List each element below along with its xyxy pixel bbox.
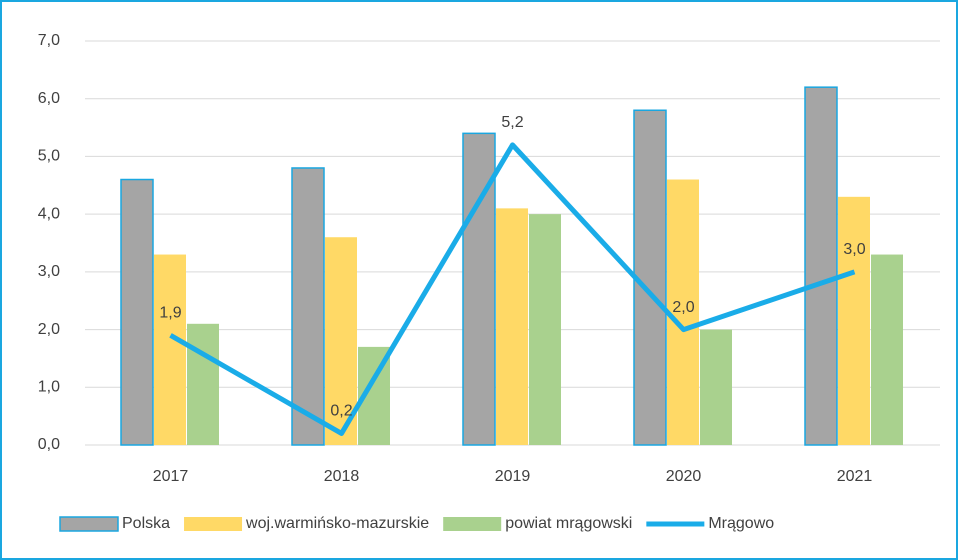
bar [667,179,699,445]
x-tick-label: 2018 [324,468,360,485]
bar [804,86,838,446]
legend-swatch [443,517,502,531]
bar [838,196,870,445]
legend-label: powiat mrągowski [505,515,632,532]
x-tick-label: 2020 [666,468,702,485]
bar [633,109,667,446]
data-label: 0,2 [330,403,352,420]
y-tick-label: 3,0 [38,263,60,280]
y-tick-label: 5,0 [38,148,60,165]
x-tick-label: 2019 [495,468,531,485]
y-tick-label: 4,0 [38,205,60,222]
legend-label: Polska [122,515,170,532]
bar [496,208,528,445]
legend-label: woj.warmińsko-mazurskie [245,515,429,532]
data-label: 5,2 [501,114,523,131]
legend-label: Mrągowo [708,515,774,532]
bar [187,323,219,445]
legend-swatch [184,517,243,531]
bar [871,254,903,445]
bar [291,167,325,446]
y-tick-label: 6,0 [38,90,60,107]
line [169,142,856,436]
x-tick-label: 2021 [837,468,873,485]
bar [700,329,732,445]
legend-swatch [59,516,119,532]
y-tick-label: 2,0 [38,321,60,338]
bar [325,237,357,445]
bar [120,178,154,446]
y-tick-label: 1,0 [38,379,60,396]
y-tick-label: 0,0 [38,436,60,453]
data-label: 1,9 [159,305,181,322]
bar [154,254,186,445]
x-tick-label: 2017 [153,468,189,485]
bar [529,214,561,445]
y-tick-label: 7,0 [38,32,60,49]
data-label: 3,0 [843,241,865,258]
data-label: 2,0 [672,299,694,316]
